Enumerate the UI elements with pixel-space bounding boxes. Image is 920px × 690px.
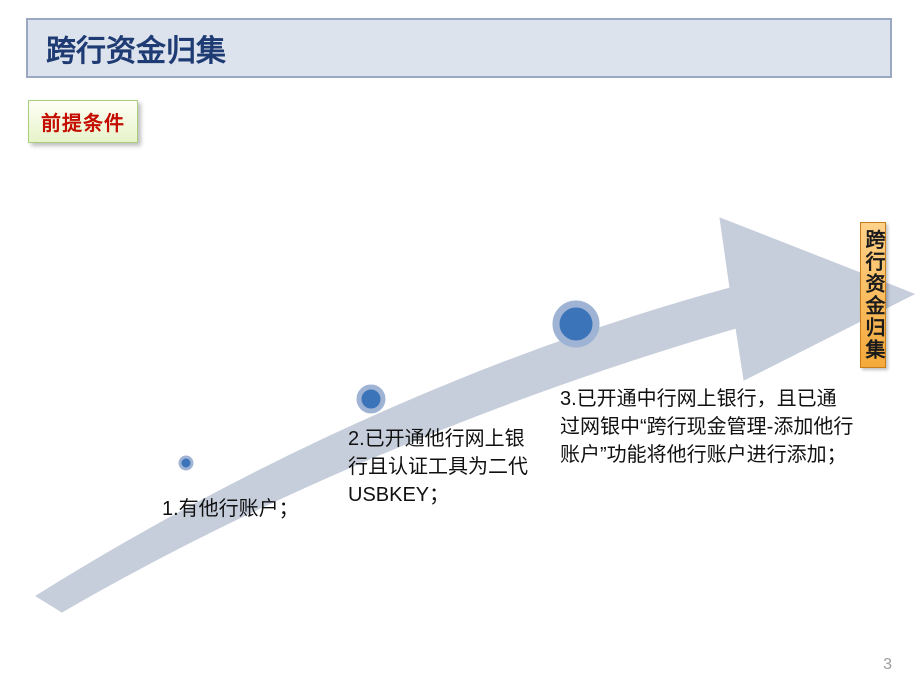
vertical-goal-label: 跨行资金归集 (860, 222, 886, 368)
prerequisite-badge: 前提条件 (28, 100, 138, 143)
slide: 跨行资金归集 前提条件 1.有他行账户； 2.已开通他行网上银行且认证工具为二代… (0, 0, 920, 690)
step-2-label: 2.已开通他行网上银行且认证工具为二代USBKEY； (348, 425, 538, 509)
step-dot (180, 457, 192, 469)
step-dot (556, 304, 596, 344)
process-arrow-diagram (0, 0, 920, 690)
step-dot (359, 387, 383, 411)
step-3-label: 3.已开通中行网上银行，且已通过网银中“跨行现金管理-添加他行账户”功能将他行账… (560, 385, 855, 469)
page-number: 3 (883, 656, 892, 674)
title-bar: 跨行资金归集 (26, 18, 892, 78)
page-title: 跨行资金归集 (46, 26, 226, 70)
step-1-label: 1.有他行账户； (162, 495, 322, 523)
badge-label: 前提条件 (41, 113, 125, 135)
